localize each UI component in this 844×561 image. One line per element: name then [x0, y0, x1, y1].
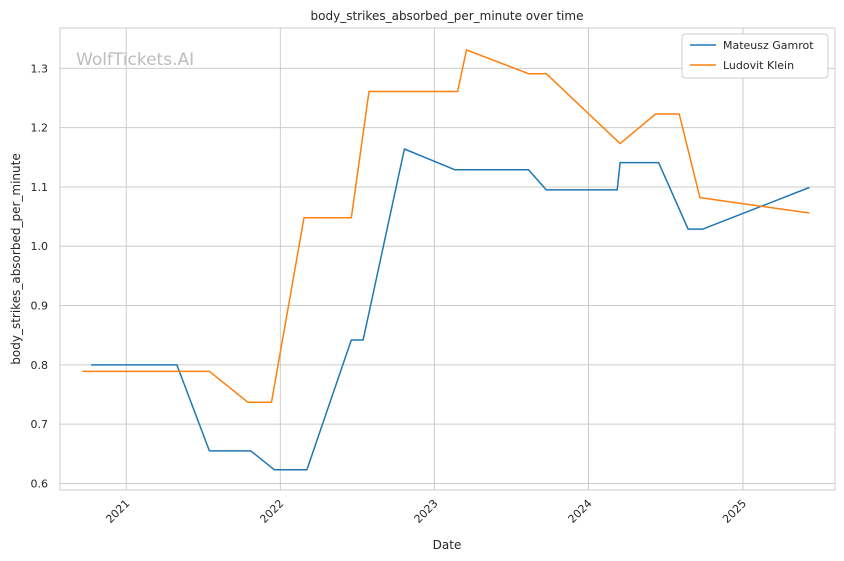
- y-tick-label: 0.9: [31, 300, 49, 313]
- legend: Mateusz Gamrot Ludovit Klein: [681, 33, 829, 79]
- y-tick-label: 1.3: [31, 62, 49, 75]
- grid: [60, 28, 835, 490]
- legend-label-ludovit-klein: Ludovit Klein: [723, 59, 794, 72]
- y-tick-label: 0.7: [31, 418, 49, 431]
- y-tick-label: 1.2: [31, 122, 49, 135]
- x-tick-label: 2024: [566, 497, 595, 526]
- series-line-ludovit-klein: [82, 49, 810, 403]
- x-tick-label: 2021: [103, 497, 132, 526]
- legend-label-mateusz-gamrot: Mateusz Gamrot: [723, 39, 814, 52]
- plot-area: [59, 27, 836, 491]
- chart-title: body_strikes_absorbed_per_minute over ti…: [311, 9, 584, 23]
- y-tick-label: 1.0: [31, 240, 49, 253]
- y-tick-label: 1.1: [31, 181, 49, 194]
- x-tick-label: 2025: [720, 497, 749, 526]
- y-tick-label: 0.8: [31, 359, 49, 372]
- series-layer: [82, 49, 810, 471]
- series-line-mateusz-gamrot: [91, 148, 810, 471]
- y-axis-label: body_strikes_absorbed_per_minute: [9, 153, 23, 364]
- x-tick-label: 2022: [257, 497, 286, 526]
- y-tick-label: 0.6: [31, 477, 49, 490]
- legend-box: [681, 33, 829, 79]
- x-tick-label: 2023: [412, 497, 441, 526]
- watermark: WolfTickets.AI: [76, 50, 194, 70]
- x-axis-label: Date: [433, 538, 462, 552]
